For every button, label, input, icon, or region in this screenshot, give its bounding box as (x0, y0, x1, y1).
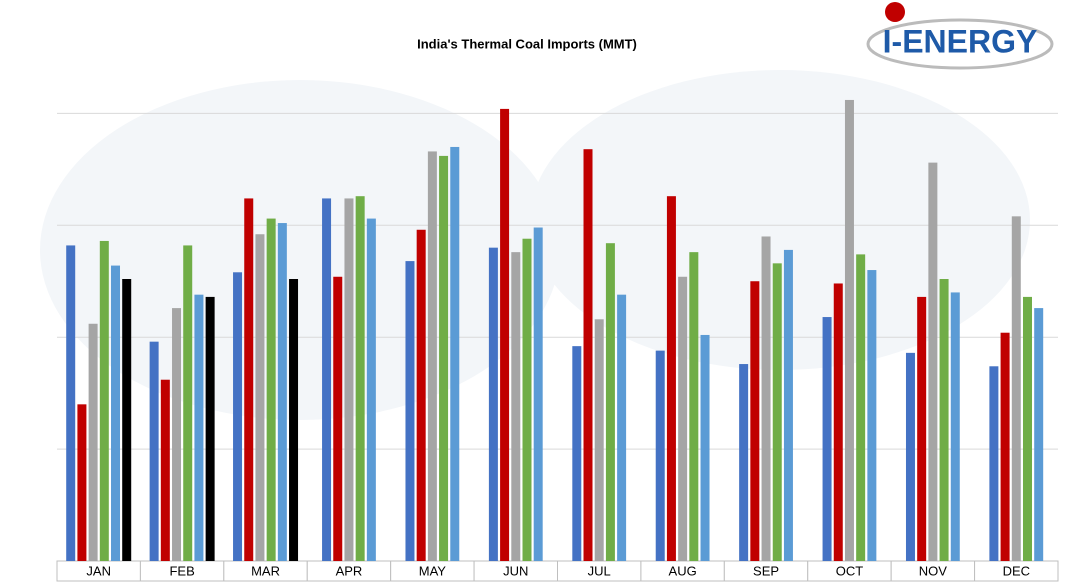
x-tick-label: AUG (669, 563, 697, 578)
bar (928, 162, 938, 561)
bar (244, 198, 254, 561)
bar (761, 236, 771, 561)
bar (1034, 308, 1044, 561)
bar (750, 281, 760, 561)
bar (111, 265, 121, 561)
bar (500, 108, 510, 562)
bar (488, 247, 498, 561)
x-tick-label: APR (336, 563, 363, 578)
x-tick-label: JUN (503, 563, 528, 578)
logo-globe (885, 2, 905, 22)
bar (783, 249, 793, 561)
bar (99, 240, 109, 561)
bar (333, 276, 343, 561)
x-tick-label: JAN (86, 563, 111, 578)
bar (194, 294, 204, 561)
bar (833, 283, 843, 561)
bar (405, 261, 415, 561)
logo-text: I-ENERGY (883, 23, 1038, 59)
bar (160, 379, 170, 561)
bar (1000, 332, 1010, 561)
plot-area: JAN FEB MAR APR MAY JUN JUL AUG SEP OCT NOV DEC (56, 99, 1059, 582)
bar (583, 149, 593, 561)
bar (266, 218, 276, 562)
bar (439, 155, 449, 561)
bar (450, 146, 460, 561)
x-tick-label: FEB (169, 563, 194, 578)
bar (205, 296, 215, 561)
map-shape (530, 70, 1030, 370)
bar (522, 238, 532, 561)
x-tick-label: JUL (588, 563, 611, 578)
bar (533, 227, 543, 561)
bar (66, 245, 76, 561)
bar (856, 254, 866, 561)
bar (605, 243, 615, 561)
x-tick-label: OCT (836, 563, 864, 578)
logo: I-ENERGY (866, 2, 1054, 70)
bar (149, 341, 159, 561)
bar (1022, 296, 1032, 561)
bar (344, 198, 354, 561)
x-tick-label: MAR (251, 563, 280, 578)
bar (844, 99, 854, 561)
bar (617, 294, 627, 561)
bar (666, 196, 676, 561)
bar (822, 317, 832, 561)
bar (172, 308, 182, 561)
bar (289, 279, 299, 561)
bar (867, 270, 877, 561)
bar (950, 292, 960, 561)
bar (594, 319, 604, 561)
x-tick-label: NOV (919, 563, 948, 578)
bar (277, 223, 287, 562)
chart-title: India's Thermal Coal Imports (MMT) (417, 36, 637, 51)
bar (355, 196, 365, 561)
bar (322, 198, 332, 561)
bar (739, 364, 749, 561)
bar (655, 350, 665, 561)
bar (366, 218, 376, 562)
bar (233, 272, 243, 561)
x-tick-label: SEP (753, 563, 779, 578)
bar (183, 245, 193, 561)
bar (917, 296, 927, 561)
logo-ring (866, 18, 1054, 70)
bar (122, 279, 132, 561)
x-tick-label: DEC (1003, 563, 1030, 578)
bar (905, 352, 915, 561)
bar (427, 151, 437, 561)
bar (77, 404, 87, 561)
bar (772, 263, 782, 561)
bar (989, 366, 999, 561)
bar (416, 229, 426, 561)
bar (700, 334, 710, 561)
bar (511, 252, 521, 561)
bar (572, 346, 582, 561)
bar (1011, 216, 1021, 562)
bar (939, 279, 949, 561)
bar (689, 252, 699, 561)
x-tick-label: MAY (419, 563, 447, 578)
bar (678, 276, 688, 561)
bar (88, 323, 98, 561)
bar (255, 234, 265, 561)
